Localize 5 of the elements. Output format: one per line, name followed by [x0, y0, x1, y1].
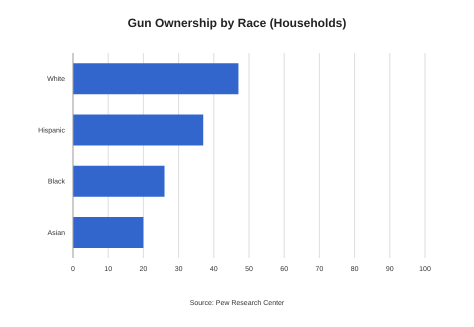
- bar: [73, 63, 238, 94]
- bar: [73, 114, 204, 146]
- bar: [73, 166, 165, 197]
- chart-title: Gun Ownership by Race (Households): [126, 15, 348, 32]
- bar: [73, 217, 144, 248]
